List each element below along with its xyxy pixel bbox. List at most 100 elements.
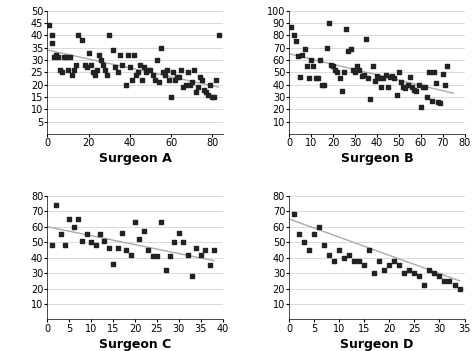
Point [163,67,171,73]
Point [118,62,126,68]
Point [366,97,374,102]
Point [81,62,88,68]
Point [74,32,82,38]
Point [397,79,405,85]
Point [382,72,390,78]
Point [423,94,431,100]
X-axis label: Surgeon D: Surgeon D [340,338,414,351]
Point [351,258,358,264]
Point [137,62,144,68]
Point [188,79,195,85]
Point [91,72,99,78]
Point [62,55,70,60]
Point [316,224,323,230]
Point [349,67,356,73]
Point [87,62,94,68]
Point [340,69,348,75]
Point [182,82,189,87]
Point [145,67,152,73]
Point [103,72,111,78]
Point [358,73,365,79]
Point [404,82,411,87]
Point [192,89,200,95]
Point [184,69,191,75]
Point [95,52,103,58]
Point [360,72,367,78]
Point [166,253,174,259]
Point [153,253,161,259]
Point [46,22,53,28]
Point [93,67,100,73]
Point [393,92,401,97]
Point [419,84,427,90]
Point [210,247,218,253]
Point [326,252,333,257]
Point [386,263,393,268]
Point [89,69,97,75]
Point [56,67,64,73]
Point [136,236,143,242]
Point [316,57,324,63]
Point [178,67,185,73]
Point [342,26,350,32]
Point [48,32,55,38]
Point [329,63,337,69]
Point [301,46,309,52]
Point [201,247,209,253]
Point [180,84,187,90]
Point [406,267,413,273]
Point [109,47,117,53]
Point [340,255,348,260]
Point [375,258,383,264]
Point [301,239,308,245]
Point [128,77,136,82]
Point [70,224,77,230]
Point [134,69,142,75]
Point [171,239,178,245]
X-axis label: Surgeon B: Surgeon B [341,152,413,165]
Point [151,77,158,82]
Point [192,246,200,251]
X-axis label: Surgeon A: Surgeon A [99,152,172,165]
Point [60,55,68,60]
Point [428,98,436,104]
Point [66,55,74,60]
Point [369,63,376,69]
Point [320,243,328,248]
Point [54,55,62,60]
Point [58,69,65,75]
Point [157,45,164,51]
Point [169,69,177,75]
Point [437,100,444,106]
Point [114,69,121,75]
Point [420,283,428,288]
Point [334,69,341,75]
Point [388,73,396,79]
Point [401,270,408,276]
Point [165,77,173,82]
Point [386,74,394,80]
Point [131,219,139,225]
Point [96,232,104,237]
Point [122,247,130,253]
Point [395,69,402,75]
Point [412,88,420,94]
Point [314,76,321,81]
Point [351,69,359,75]
Point [71,67,78,73]
Point [149,72,156,78]
Point [410,270,418,276]
Point [375,76,383,81]
Point [215,32,222,38]
Point [362,36,370,42]
Point [410,87,418,92]
Point [331,67,339,73]
Point [323,45,330,51]
Point [346,252,353,257]
Point [175,230,182,236]
Point [380,76,387,81]
Point [140,65,148,70]
Point [384,84,392,90]
Point [310,232,318,237]
Point [52,52,59,58]
